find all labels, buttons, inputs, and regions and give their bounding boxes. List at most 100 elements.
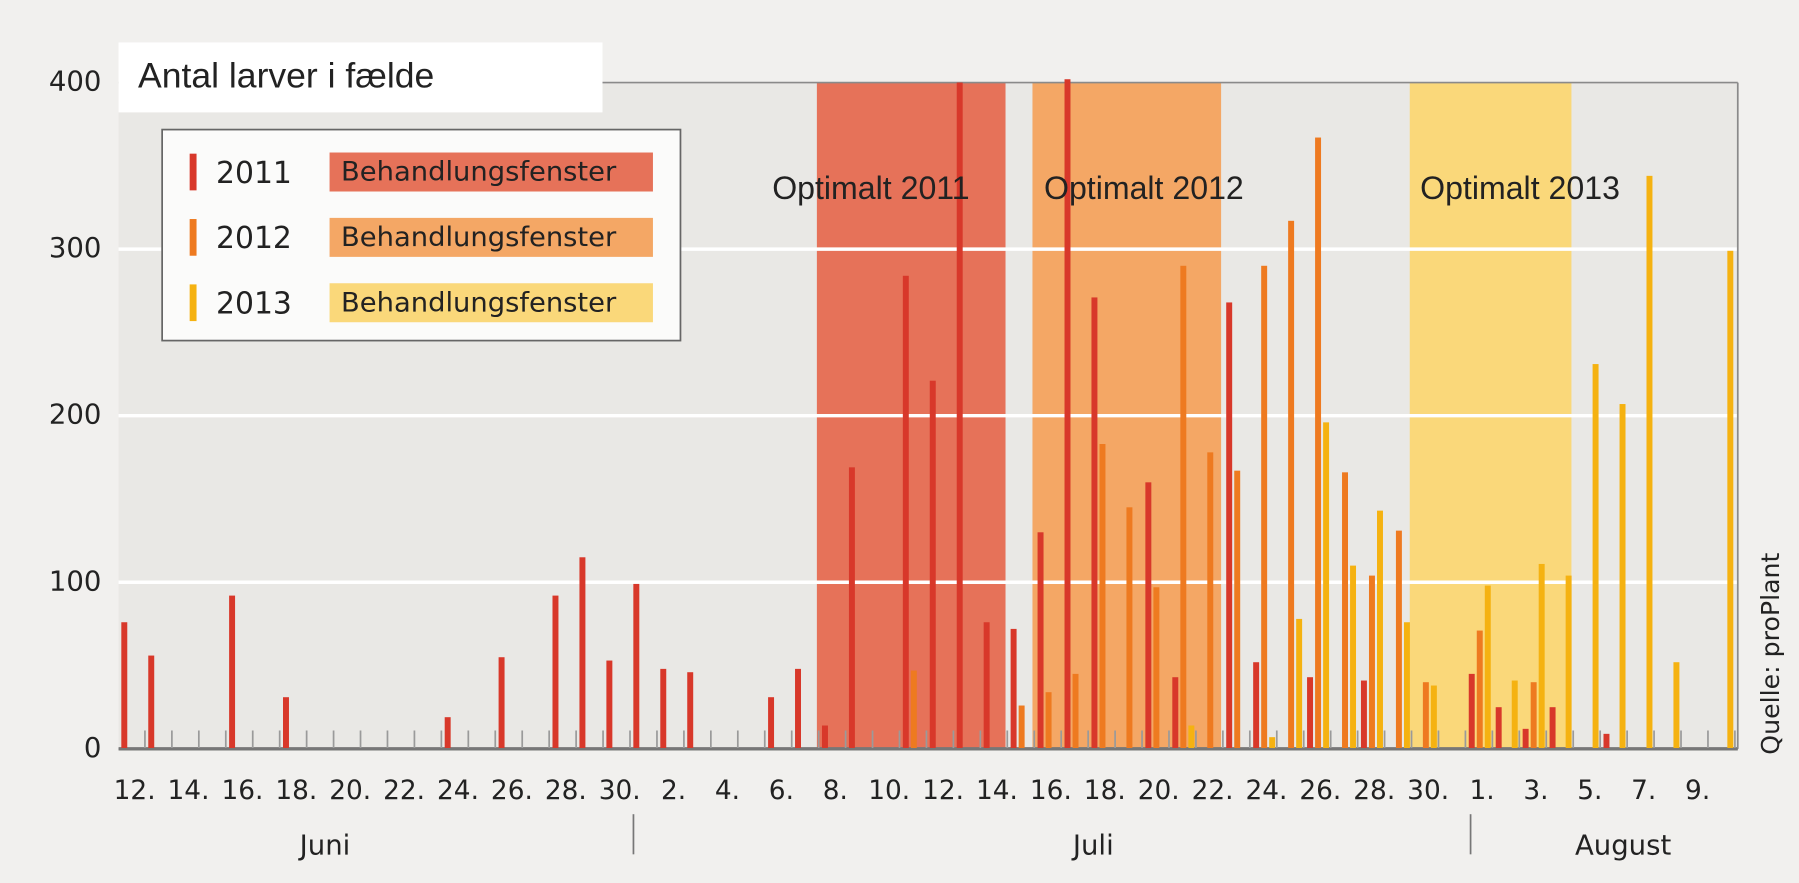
- bar: [1180, 265, 1187, 749]
- x-tick-label: 14.: [168, 776, 210, 806]
- x-tick-label: 3.: [1523, 776, 1548, 806]
- bar: [910, 670, 917, 749]
- bar: [929, 380, 936, 749]
- bar: [1403, 622, 1410, 749]
- bar: [121, 622, 128, 749]
- bar: [1619, 404, 1626, 749]
- x-tick-label: 1.: [1469, 776, 1494, 806]
- x-tick-label: 20.: [329, 776, 371, 806]
- bar: [1549, 707, 1556, 749]
- bar: [956, 82, 963, 749]
- legend-swatch: [189, 219, 197, 256]
- x-tick-label: 22.: [383, 776, 425, 806]
- bar: [1037, 532, 1044, 749]
- x-tick-label: 9.: [1685, 776, 1710, 806]
- bar: [1307, 677, 1314, 749]
- bar: [606, 660, 613, 749]
- x-tick-label: 7.: [1631, 776, 1656, 806]
- bar: [229, 595, 236, 749]
- bar: [1010, 628, 1017, 749]
- bar: [1188, 725, 1195, 749]
- bar: [1484, 585, 1491, 749]
- bar: [1172, 677, 1179, 749]
- bar: [498, 657, 505, 749]
- bar: [1530, 682, 1537, 749]
- month-label: August: [1575, 829, 1672, 861]
- legend-window-swatch: [329, 283, 653, 323]
- bar: [1422, 682, 1429, 749]
- annotation: Optimalt 2011: [772, 170, 969, 206]
- month-label: Juli: [1071, 829, 1114, 861]
- bar: [1522, 728, 1529, 749]
- annotation: Optimalt 2013: [1420, 170, 1620, 206]
- month-label: Juni: [298, 829, 351, 861]
- y-tick-label: 200: [49, 399, 102, 431]
- legend-swatch: [189, 284, 197, 322]
- bar: [1288, 220, 1295, 749]
- x-tick-label: 28.: [545, 776, 587, 806]
- bar: [983, 622, 990, 749]
- bar: [768, 697, 775, 749]
- bar: [1099, 444, 1106, 749]
- x-tick-label: 16.: [221, 776, 263, 806]
- bar: [1511, 680, 1518, 749]
- x-tick-label: 20.: [1138, 776, 1180, 806]
- x-tick-label: 22.: [1192, 776, 1234, 806]
- legend-window-label: Behandlungsfenster: [341, 158, 616, 188]
- bar: [821, 725, 828, 749]
- bar: [1342, 472, 1348, 749]
- x-tick-label: 28.: [1353, 776, 1395, 806]
- bar: [1360, 680, 1367, 749]
- x-tick-label: 2.: [661, 776, 686, 806]
- source: Quelle: proPlant: [1756, 552, 1785, 754]
- x-tick-label: 24.: [437, 776, 479, 806]
- x-tick-label: 30.: [599, 776, 641, 806]
- x-tick-label: 24.: [1246, 776, 1288, 806]
- bar: [1153, 587, 1160, 749]
- legend-entries: 2011 Behandlungsfenster 2012 Behandlungsfen…: [189, 152, 653, 323]
- bars: [121, 79, 1734, 749]
- bar: [1468, 673, 1475, 749]
- legend-swatch: [189, 153, 197, 191]
- bar: [1145, 482, 1152, 749]
- bar: [1592, 364, 1599, 749]
- bar: [1377, 510, 1383, 749]
- bar: [902, 275, 909, 749]
- x-tick-label: 12.: [922, 776, 964, 806]
- bar: [1538, 563, 1545, 749]
- legend-window-label: Behandlungsfenster: [341, 288, 616, 318]
- bar: [1234, 470, 1241, 749]
- bar: [1673, 662, 1680, 749]
- bar: [1091, 297, 1098, 749]
- bar: [633, 583, 640, 749]
- y-tick-label: 0: [84, 732, 102, 764]
- bar: [1207, 452, 1214, 749]
- bar: [1368, 575, 1375, 749]
- bar: [795, 668, 801, 749]
- bar: [1495, 707, 1502, 749]
- bar: [1261, 265, 1268, 749]
- bar: [1430, 685, 1437, 749]
- legend-label: 2011: [216, 156, 292, 191]
- x-tick-label: 18.: [275, 776, 317, 806]
- bar: [579, 557, 586, 749]
- y-tick-label: 300: [49, 232, 102, 264]
- x-tick-label: 18.: [1084, 776, 1126, 806]
- bar: [1476, 630, 1483, 749]
- x-tick-label: 8.: [823, 776, 848, 806]
- bar: [1072, 673, 1079, 749]
- legend-window-swatch: [329, 217, 653, 257]
- bar: [660, 668, 667, 749]
- x-tick-label: 26.: [491, 776, 533, 806]
- bar: [1315, 137, 1322, 749]
- bar: [444, 717, 451, 749]
- legend-window-swatch: [329, 152, 653, 192]
- bar: [1646, 175, 1653, 749]
- y-tick-label: 100: [49, 565, 102, 597]
- title-box: [118, 42, 603, 113]
- y-tick-label: 400: [49, 66, 102, 98]
- bar: [1226, 302, 1233, 749]
- bar: [848, 467, 855, 749]
